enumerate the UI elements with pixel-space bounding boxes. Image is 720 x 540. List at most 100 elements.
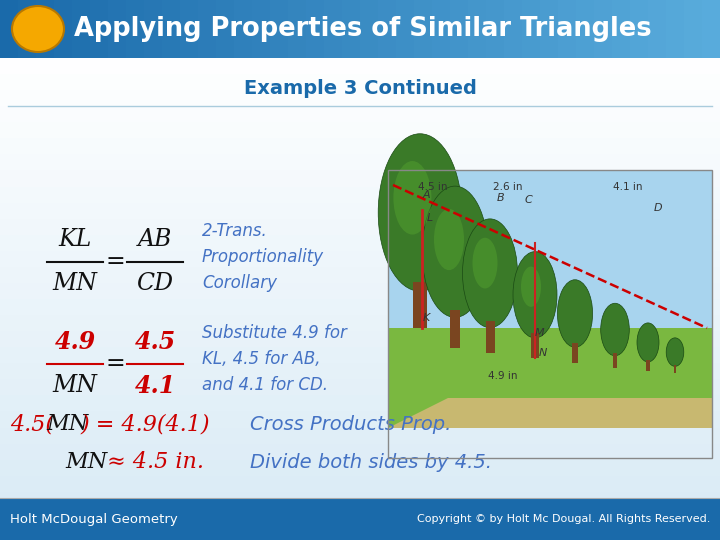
Bar	[388, 328, 712, 428]
Bar	[360, 0, 378, 58]
Text: MN: MN	[53, 375, 97, 397]
Ellipse shape	[637, 323, 659, 362]
Bar	[0, 251, 720, 267]
Bar	[388, 170, 712, 458]
Bar	[0, 58, 720, 74]
Bar	[0, 460, 720, 476]
Bar	[0, 363, 720, 379]
Ellipse shape	[600, 303, 629, 356]
Bar	[18, 0, 36, 58]
Text: MN: MN	[65, 451, 107, 473]
Bar	[613, 353, 617, 368]
Text: K: K	[423, 313, 430, 323]
Bar	[0, 138, 720, 154]
Bar	[198, 0, 216, 58]
Ellipse shape	[666, 338, 684, 366]
Bar	[396, 0, 414, 58]
Bar	[0, 106, 720, 122]
Text: Divide both sides by 4.5.: Divide both sides by 4.5.	[250, 453, 492, 471]
Bar	[612, 0, 630, 58]
Bar	[0, 508, 720, 524]
Bar	[414, 0, 432, 58]
Bar	[126, 0, 144, 58]
Ellipse shape	[472, 238, 498, 288]
Bar	[0, 299, 720, 315]
Bar	[0, 428, 720, 443]
Text: MN: MN	[46, 413, 89, 435]
Bar	[504, 0, 522, 58]
Bar	[288, 0, 306, 58]
Bar	[630, 0, 648, 58]
Bar	[0, 347, 720, 363]
Ellipse shape	[462, 219, 518, 328]
Text: Example 3 Continued: Example 3 Continued	[243, 78, 477, 98]
Bar	[0, 492, 720, 508]
Text: 4.1 in: 4.1 in	[613, 182, 642, 192]
Bar	[540, 0, 558, 58]
Text: 2.6 in: 2.6 in	[493, 182, 523, 192]
Text: 4.1: 4.1	[135, 374, 176, 398]
Bar	[522, 0, 540, 58]
Text: 4.5(: 4.5(	[10, 413, 54, 435]
Text: ≈ 4.5 in.: ≈ 4.5 in.	[100, 451, 204, 473]
Bar	[468, 0, 486, 58]
Text: 4.9: 4.9	[55, 330, 96, 354]
Bar	[252, 0, 270, 58]
Bar	[0, 171, 720, 186]
Bar	[576, 0, 594, 58]
Bar	[0, 186, 720, 202]
Bar	[666, 0, 684, 58]
Ellipse shape	[12, 6, 64, 52]
Text: MN: MN	[53, 273, 97, 295]
Bar	[108, 0, 126, 58]
Bar	[594, 0, 612, 58]
Text: 4.5: 4.5	[135, 330, 176, 354]
Bar	[0, 331, 720, 347]
Bar	[0, 524, 720, 540]
Bar	[647, 360, 650, 371]
Bar	[54, 0, 72, 58]
Bar	[342, 0, 360, 58]
Ellipse shape	[521, 267, 541, 307]
Text: Holt McDougal Geometry: Holt McDougal Geometry	[10, 512, 178, 525]
Text: B: B	[498, 193, 505, 203]
Ellipse shape	[513, 252, 557, 338]
Text: KL: KL	[58, 228, 91, 252]
Bar	[0, 315, 720, 331]
Text: =: =	[105, 251, 125, 273]
Bar	[702, 0, 720, 58]
Bar	[0, 202, 720, 219]
Bar	[486, 0, 504, 58]
Bar	[388, 170, 712, 358]
Text: ) = 4.9(4.1): ) = 4.9(4.1)	[80, 413, 210, 435]
Bar	[558, 0, 576, 58]
Bar	[0, 235, 720, 251]
Text: CD: CD	[136, 273, 174, 295]
Text: L: L	[427, 213, 433, 223]
Text: 2-Trans.
Proportionality
Corollary: 2-Trans. Proportionality Corollary	[202, 221, 324, 292]
Bar	[0, 395, 720, 411]
Bar	[0, 0, 18, 58]
Text: D: D	[654, 203, 662, 213]
Bar	[485, 321, 495, 353]
Ellipse shape	[393, 161, 431, 234]
Bar	[413, 282, 427, 328]
Bar	[572, 343, 578, 363]
Bar	[684, 0, 702, 58]
Bar	[0, 443, 720, 460]
Ellipse shape	[378, 134, 462, 291]
Bar	[0, 219, 720, 235]
Text: 4.5 in: 4.5 in	[418, 182, 448, 192]
Bar	[216, 0, 234, 58]
Text: A: A	[422, 190, 430, 200]
Bar	[0, 498, 720, 540]
Bar	[0, 154, 720, 171]
Text: AB: AB	[138, 228, 172, 252]
Bar	[0, 267, 720, 283]
Bar	[306, 0, 324, 58]
Text: M: M	[535, 328, 545, 338]
Bar	[144, 0, 162, 58]
Text: Substitute 4.9 for
KL, 4.5 for AB,
and 4.1 for CD.: Substitute 4.9 for KL, 4.5 for AB, and 4…	[202, 323, 347, 394]
Bar	[234, 0, 252, 58]
Bar	[270, 0, 288, 58]
